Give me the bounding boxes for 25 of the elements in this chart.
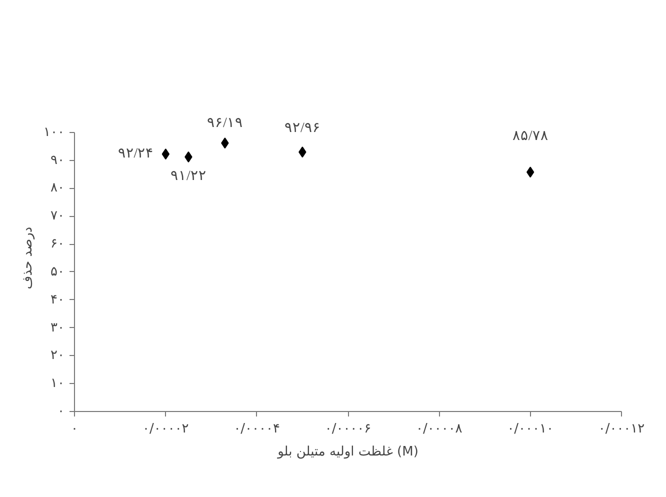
y-tick-label: ۳۰ <box>50 320 65 336</box>
x-tick-label: ۰ <box>71 422 78 436</box>
y-tick-label: ۲۰ <box>50 348 65 364</box>
data-label: ۹۲/۹۶ <box>284 121 320 136</box>
data-label: ۹۱/۲۲ <box>170 168 206 184</box>
x-tick-label: ۰/۰۰۰۰۶ <box>324 422 372 436</box>
y-tick-label: ۹۰ <box>50 152 65 168</box>
y-tick-label: ۱۰۰ <box>44 124 65 140</box>
y-axis-title: درصد حذف <box>20 226 36 290</box>
x-axis-title: غلظت اولیه متیلن بلو (M) <box>276 444 418 460</box>
y-tick-label: ۷۰ <box>50 208 65 224</box>
data-label: ۹۲/۲۴ <box>118 146 154 162</box>
y-tick-label: ۰ <box>58 404 64 419</box>
y-tick-label: ۸۰ <box>50 180 65 196</box>
x-tick-label: ۰/۰۰۰۰۸ <box>416 422 462 436</box>
y-tick-label: ۶۰ <box>50 236 65 252</box>
data-label: ۸۵/۷۸ <box>512 129 548 144</box>
y-tick-label: ۵۰ <box>50 264 65 280</box>
x-tick-label: ۰/۰۰۰۰۲ <box>142 422 189 436</box>
x-tick-label: ۰/۰۰۰۱۰ <box>507 422 554 436</box>
x-tick-label: ۰/۰۰۰۰۴ <box>234 422 280 436</box>
x-tick-label: ۰/۰۰۰۱۲ <box>598 422 645 436</box>
y-tick-label: ۴۰ <box>50 292 65 308</box>
y-tick-label: ۱۰ <box>50 376 65 392</box>
data-label: ۹۶/۱۹ <box>206 116 243 132</box>
